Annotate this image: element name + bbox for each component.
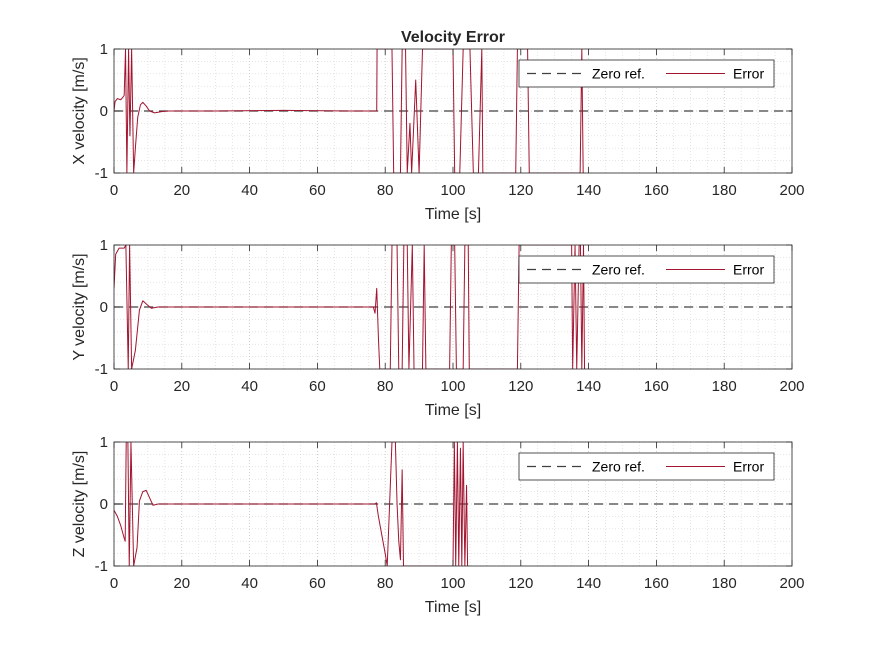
error-line — [114, 245, 586, 369]
legend-label-error: Error — [733, 459, 764, 475]
x-tick-label: 80 — [377, 182, 394, 199]
x-tick-label: 40 — [241, 575, 258, 592]
y-axis-label: X velocity [m/s] — [71, 57, 88, 165]
x-tick-label: 160 — [644, 182, 669, 199]
x-tick-label: 120 — [508, 575, 533, 592]
x-tick-label: 80 — [377, 378, 394, 395]
legend-label-zero-ref: Zero ref. — [592, 459, 645, 475]
x-tick-label: 140 — [576, 575, 601, 592]
y-tick-label: 0 — [100, 103, 108, 120]
y-tick-label: 0 — [100, 496, 108, 513]
x-tick-label: 180 — [712, 182, 737, 199]
y-tick-label: 0 — [100, 299, 108, 316]
y-axis-label: Z velocity [m/s] — [71, 451, 88, 558]
y-tick-label: 1 — [100, 434, 108, 451]
legend: Zero ref. Error — [518, 255, 775, 284]
x-tick-label: 60 — [309, 378, 326, 395]
y-tick-label: 1 — [100, 237, 108, 254]
x-tick-label: 80 — [377, 575, 394, 592]
x-tick-label: 200 — [779, 378, 804, 395]
legend: Zero ref. Error — [518, 452, 775, 481]
y-tick-label: -1 — [95, 361, 108, 378]
legend-label-zero-ref: Zero ref. — [592, 66, 645, 82]
x-tick-label: 0 — [110, 575, 118, 592]
series-group — [114, 245, 792, 369]
x-tick-label: 160 — [644, 575, 669, 592]
y-axis-label: Y velocity [m/s] — [71, 253, 88, 360]
x-axis-label: Time [s] — [425, 206, 481, 223]
legend: Zero ref. Error — [518, 59, 775, 88]
x-tick-label: 100 — [440, 182, 465, 199]
x-tick-label: 20 — [173, 575, 190, 592]
x-tick-label: 200 — [779, 182, 804, 199]
x-tick-label: 200 — [779, 575, 804, 592]
x-tick-label: 40 — [241, 378, 258, 395]
x-tick-label: 0 — [110, 182, 118, 199]
error-line — [114, 49, 584, 173]
y-tick-label: 1 — [100, 41, 108, 58]
x-tick-label: 180 — [712, 378, 737, 395]
x-tick-label: 60 — [309, 575, 326, 592]
x-tick-label: 120 — [508, 182, 533, 199]
x-tick-label: 0 — [110, 378, 118, 395]
x-tick-label: 140 — [576, 378, 601, 395]
x-tick-label: 120 — [508, 378, 533, 395]
error-line — [114, 442, 469, 566]
x-axis-label: Time [s] — [425, 599, 481, 616]
x-tick-label: 180 — [712, 575, 737, 592]
x-tick-label: 140 — [576, 182, 601, 199]
y-tick-label: -1 — [95, 165, 108, 182]
y-tick-label: -1 — [95, 558, 108, 575]
x-axis-label: Time [s] — [425, 402, 481, 419]
legend-label-error: Error — [733, 66, 764, 82]
x-tick-label: 160 — [644, 378, 669, 395]
series-group — [114, 442, 792, 566]
x-tick-label: 60 — [309, 182, 326, 199]
x-tick-label: 40 — [241, 182, 258, 199]
figure-title: Velocity Error — [401, 29, 505, 46]
legend-label-error: Error — [733, 262, 764, 278]
x-tick-label: 100 — [440, 378, 465, 395]
series-group — [114, 49, 792, 173]
x-tick-label: 20 — [173, 182, 190, 199]
x-tick-label: 20 — [173, 378, 190, 395]
x-tick-label: 100 — [440, 575, 465, 592]
legend-box — [518, 452, 775, 481]
legend-label-zero-ref: Zero ref. — [592, 262, 645, 278]
